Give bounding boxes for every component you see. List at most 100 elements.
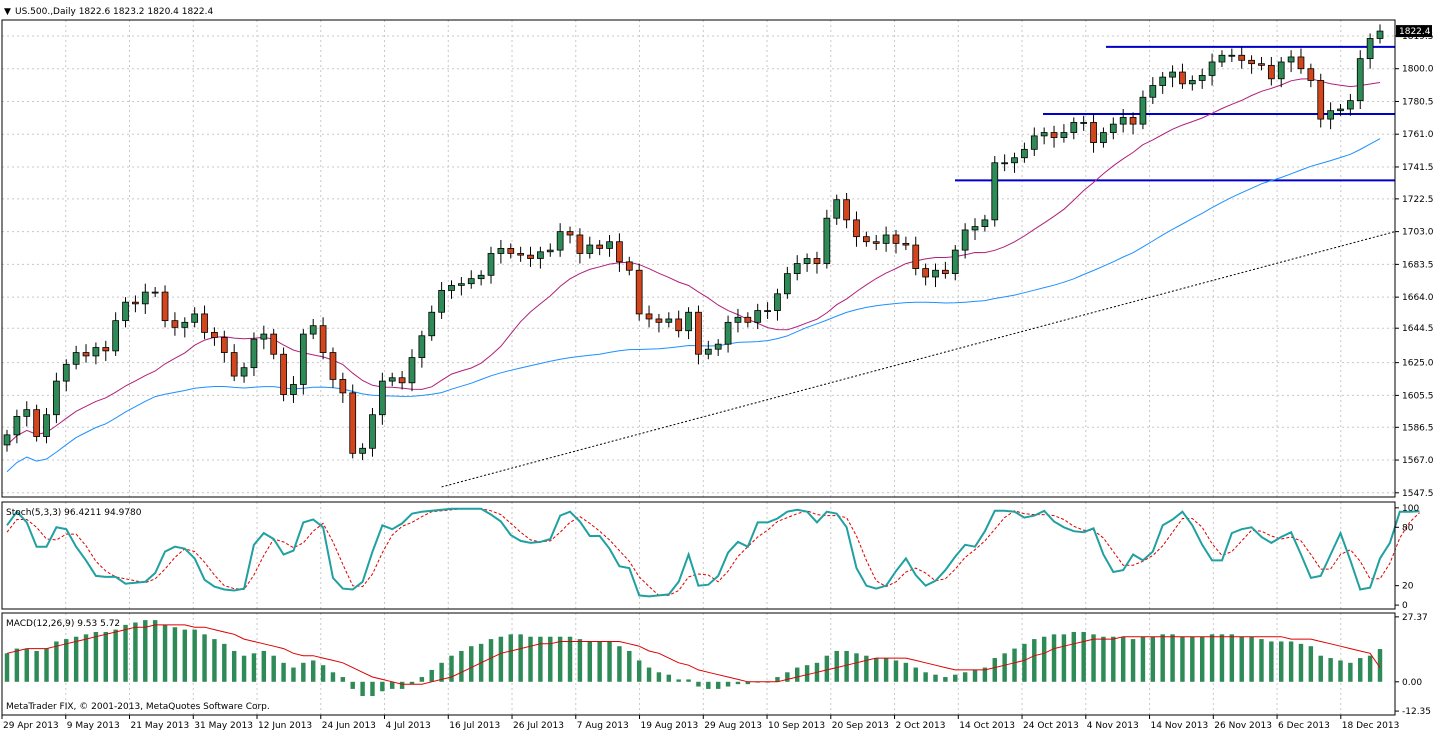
candle-body bbox=[912, 244, 920, 269]
macd-histogram-bar bbox=[1269, 641, 1274, 682]
candle-body bbox=[1366, 38, 1374, 60]
price-tick-label: 1761.0 bbox=[1402, 130, 1434, 140]
price-tick-label: 1567.0 bbox=[1402, 456, 1434, 466]
macd-histogram-bar bbox=[202, 634, 207, 682]
price-tick-label: 1586.5 bbox=[1402, 423, 1434, 433]
candle-body bbox=[724, 321, 732, 345]
macd-histogram-bar bbox=[844, 650, 849, 682]
stoch-tick-label: 0 bbox=[1402, 601, 1408, 611]
candle-body bbox=[1347, 100, 1354, 110]
macd-histogram-bar bbox=[1051, 634, 1057, 682]
macd-histogram-bar bbox=[73, 636, 79, 682]
macd-histogram-bar bbox=[439, 662, 444, 682]
candle-body bbox=[1060, 132, 1068, 138]
macd-histogram-bar bbox=[14, 648, 20, 682]
candle-body bbox=[1100, 132, 1107, 144]
price-tick-label: 1800.0 bbox=[1402, 65, 1434, 75]
macd-histogram-bar bbox=[715, 681, 721, 689]
candle-body bbox=[23, 409, 31, 417]
macd-histogram-bar bbox=[913, 667, 918, 682]
candle-body bbox=[270, 333, 278, 355]
macd-histogram-bar bbox=[567, 636, 573, 682]
macd-histogram-bar bbox=[1249, 636, 1254, 682]
price-panel bbox=[3, 24, 1396, 488]
macd-histogram-bar bbox=[518, 634, 523, 682]
candle-body bbox=[112, 320, 120, 352]
candle-body bbox=[280, 353, 287, 395]
candle-body bbox=[1228, 54, 1236, 57]
candle-body bbox=[230, 352, 238, 377]
candle-body bbox=[862, 236, 870, 243]
candle-body bbox=[1297, 56, 1305, 70]
stoch-panel-frame bbox=[1, 501, 1396, 610]
macd-histogram-bar bbox=[350, 681, 355, 689]
candle-body bbox=[1030, 135, 1038, 150]
macd-histogram-bar bbox=[320, 665, 326, 682]
macd-signal-line bbox=[6, 624, 1381, 685]
candle-body bbox=[1317, 80, 1325, 120]
candle-body bbox=[43, 414, 50, 437]
candle-body bbox=[665, 318, 673, 323]
candle-body bbox=[892, 234, 900, 244]
candle-body bbox=[329, 352, 337, 380]
macd-histogram-bar bbox=[281, 662, 286, 682]
candle-body bbox=[1238, 54, 1246, 61]
macd-histogram-bar bbox=[1199, 636, 1205, 682]
macd-histogram-bar bbox=[538, 636, 543, 682]
candle-body bbox=[1248, 59, 1255, 65]
macd-histogram-bar bbox=[1190, 636, 1195, 682]
macd-histogram-bar bbox=[212, 639, 217, 682]
macd-histogram-bar bbox=[1111, 636, 1116, 682]
candle-body bbox=[764, 310, 771, 312]
watermark: MetaTrader FIX, © 2001-2013, MetaQuotes … bbox=[6, 702, 270, 712]
candle-body bbox=[1011, 157, 1018, 164]
date-tick-label: 14 Nov 2013 bbox=[1151, 721, 1209, 731]
macd-tick-label: 0.00 bbox=[1402, 678, 1422, 688]
macd-histogram-bar bbox=[409, 681, 415, 685]
macd-histogram-bar bbox=[399, 681, 405, 689]
macd-histogram-bar bbox=[903, 662, 909, 682]
macd-histogram-bar bbox=[577, 639, 583, 682]
macd-histogram-bar bbox=[1367, 655, 1373, 682]
macd-histogram-bar bbox=[1209, 634, 1215, 682]
current-price-box bbox=[1396, 25, 1432, 38]
macd-histogram-bar bbox=[4, 653, 10, 682]
candle-body bbox=[675, 318, 683, 332]
candle-body bbox=[201, 313, 208, 333]
candle-body bbox=[141, 291, 149, 305]
candle-body bbox=[1109, 123, 1117, 133]
candle-body bbox=[754, 310, 762, 323]
candle-body bbox=[1198, 75, 1206, 81]
price-tick-label: 1605.5 bbox=[1402, 391, 1434, 401]
macd-histogram-bar bbox=[44, 648, 49, 682]
candle-body bbox=[872, 241, 880, 244]
candle-body bbox=[853, 219, 860, 238]
date-tick-label: 24 Jun 2013 bbox=[322, 721, 376, 731]
macd-histogram-bar bbox=[152, 620, 158, 682]
macd-histogram-bar bbox=[291, 667, 296, 682]
symbol-label: US.500.,Daily 1822.6 1823.2 1820.4 1822.… bbox=[15, 7, 214, 17]
candle-body bbox=[961, 229, 969, 251]
price-tick-label: 1722.5 bbox=[1402, 195, 1434, 205]
macd-histogram-bar bbox=[1130, 639, 1136, 682]
candle-body bbox=[1021, 148, 1028, 159]
macd-histogram-bar bbox=[666, 674, 672, 682]
macd-histogram-bar bbox=[231, 650, 237, 682]
candle-body bbox=[53, 380, 60, 416]
candle-body bbox=[1119, 117, 1127, 125]
price-tick-label: 1780.5 bbox=[1402, 97, 1434, 107]
macd-histogram-bar bbox=[469, 646, 474, 682]
macd-histogram-bar bbox=[696, 681, 701, 687]
candle-body bbox=[922, 268, 929, 278]
candle-body bbox=[951, 249, 959, 275]
candle-body bbox=[102, 347, 110, 352]
candle-body bbox=[428, 311, 436, 337]
candle-body bbox=[507, 248, 515, 254]
candle-body bbox=[487, 253, 495, 276]
price-tick-label: 1741.5 bbox=[1402, 163, 1434, 173]
macd-histogram-bar bbox=[1239, 636, 1244, 682]
macd-histogram-bar bbox=[113, 629, 118, 682]
candle-body bbox=[1267, 64, 1275, 80]
candle-body bbox=[1188, 80, 1196, 85]
candle-body bbox=[398, 377, 406, 384]
